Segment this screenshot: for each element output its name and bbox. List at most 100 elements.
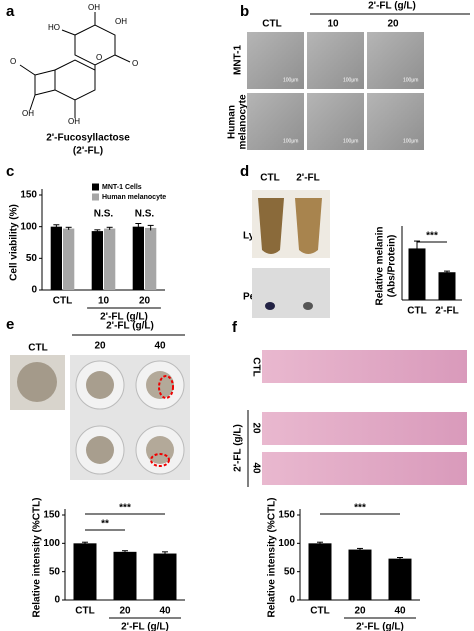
ring bbox=[54, 59, 96, 101]
legend-label: Human melanocyte bbox=[102, 194, 166, 201]
y-tick-label: 100 bbox=[278, 538, 295, 549]
roi bbox=[150, 453, 170, 467]
pellet bbox=[265, 302, 275, 310]
scale-label: 100μm bbox=[283, 77, 298, 83]
micrograph bbox=[367, 32, 424, 89]
annotation: *** bbox=[354, 503, 366, 514]
x-tick-label: CTL bbox=[75, 606, 94, 617]
panel-letter: d bbox=[240, 163, 249, 180]
column-label: 40 bbox=[154, 341, 166, 352]
y-tick-label: 100 bbox=[20, 221, 37, 232]
x-tick-label: 10 bbox=[98, 296, 110, 307]
y-tick-label: 0 bbox=[289, 595, 295, 606]
y-axis-label: Cell viability (%) bbox=[9, 204, 20, 281]
row-label: 20 bbox=[250, 422, 261, 434]
x-tick-label: 2'-FL bbox=[435, 306, 459, 317]
y-tick-label: 50 bbox=[49, 566, 61, 577]
section bbox=[262, 350, 467, 383]
micrograph bbox=[307, 93, 364, 150]
row-label: melanocyte bbox=[238, 94, 249, 149]
y-tick-label: 0 bbox=[54, 595, 60, 606]
bar bbox=[388, 558, 412, 600]
column-label: 10 bbox=[327, 19, 339, 30]
well-photos bbox=[10, 355, 190, 480]
panel-letter: f bbox=[232, 319, 238, 336]
annotation: *** bbox=[426, 231, 438, 242]
bar bbox=[50, 226, 62, 290]
ring bbox=[74, 24, 116, 66]
bar bbox=[73, 543, 97, 600]
tube bbox=[295, 198, 322, 254]
well bbox=[17, 362, 57, 402]
bar bbox=[153, 553, 177, 600]
panel-letter: e bbox=[6, 316, 14, 333]
micrograph bbox=[307, 32, 364, 89]
roi bbox=[158, 375, 174, 399]
atom: O bbox=[96, 53, 102, 62]
tube bbox=[258, 198, 284, 254]
legend-swatch bbox=[92, 193, 99, 201]
y-axis-label: Relative intensity (%CTL) bbox=[267, 497, 278, 617]
bar bbox=[113, 551, 137, 600]
x-tick-label: 20 bbox=[119, 606, 131, 617]
y-tick-label: 150 bbox=[43, 510, 60, 521]
y-axis-label: Relative intensity (%CTL) bbox=[32, 497, 43, 617]
bar bbox=[132, 226, 144, 290]
scale-label: 100μm bbox=[283, 138, 298, 144]
column-label: 20 bbox=[94, 341, 106, 352]
x-tick-label: 20 bbox=[354, 606, 366, 617]
y-tick-label: 50 bbox=[26, 253, 38, 264]
column-label: 2'-FL bbox=[296, 173, 320, 184]
atom: OH bbox=[22, 109, 34, 118]
row-label: 40 bbox=[250, 462, 261, 474]
atom: O bbox=[132, 59, 138, 68]
scale-label: 100μm bbox=[403, 77, 418, 83]
y-tick-label: 50 bbox=[284, 566, 296, 577]
column-label: 20 bbox=[387, 19, 399, 30]
scale-label: 100μm bbox=[343, 138, 358, 144]
structure: OH OH HO O O O OH OH bbox=[10, 3, 138, 126]
well bbox=[86, 436, 114, 464]
group-label: 2'-FL (g/L) bbox=[233, 424, 244, 472]
section bbox=[262, 412, 467, 445]
bonds bbox=[19, 12, 131, 118]
bar bbox=[408, 248, 426, 300]
bar bbox=[91, 231, 103, 290]
compound-abbr: (2'-FL) bbox=[73, 146, 103, 157]
micrograph bbox=[367, 93, 424, 150]
panel-letter: b bbox=[240, 3, 249, 20]
scale-label: 100μm bbox=[403, 138, 418, 144]
bar bbox=[308, 543, 332, 600]
bar bbox=[63, 228, 75, 290]
x-tick-label: 40 bbox=[159, 606, 171, 617]
atom: OH bbox=[115, 17, 127, 26]
annotation: ** bbox=[101, 519, 109, 530]
row-label: MNT-1 bbox=[233, 45, 244, 75]
x-tick-label: CTL bbox=[53, 296, 72, 307]
x-axis-label: 2'-FL (g/L) bbox=[100, 312, 148, 323]
x-axis-label: 2'-FL (g/L) bbox=[121, 622, 169, 631]
row-label: Human bbox=[227, 105, 238, 139]
pellet bbox=[303, 302, 313, 310]
y-tick-label: 0 bbox=[31, 285, 37, 296]
legend-label: MNT-1 Cells bbox=[102, 184, 142, 191]
atom: OH bbox=[68, 117, 80, 126]
bar bbox=[438, 272, 456, 300]
compound-name: 2'-Fucosyllactose bbox=[46, 133, 130, 144]
bar bbox=[145, 227, 157, 290]
y-tick-label: 100 bbox=[43, 538, 60, 549]
atom: HO bbox=[48, 23, 60, 32]
column-label: CTL bbox=[28, 343, 47, 354]
row-label: CTL bbox=[250, 357, 261, 376]
panel-letter: c bbox=[6, 163, 14, 180]
y-axis-label: Relative melanin bbox=[375, 227, 386, 306]
legend-swatch bbox=[92, 183, 99, 191]
y-tick-label: 150 bbox=[20, 190, 37, 201]
micrograph bbox=[247, 93, 304, 150]
atom: O bbox=[10, 57, 16, 66]
x-tick-label: CTL bbox=[407, 306, 426, 317]
x-axis-label: 2'-FL (g/L) bbox=[356, 622, 404, 631]
micrograph bbox=[247, 32, 304, 89]
column-label: CTL bbox=[260, 173, 279, 184]
